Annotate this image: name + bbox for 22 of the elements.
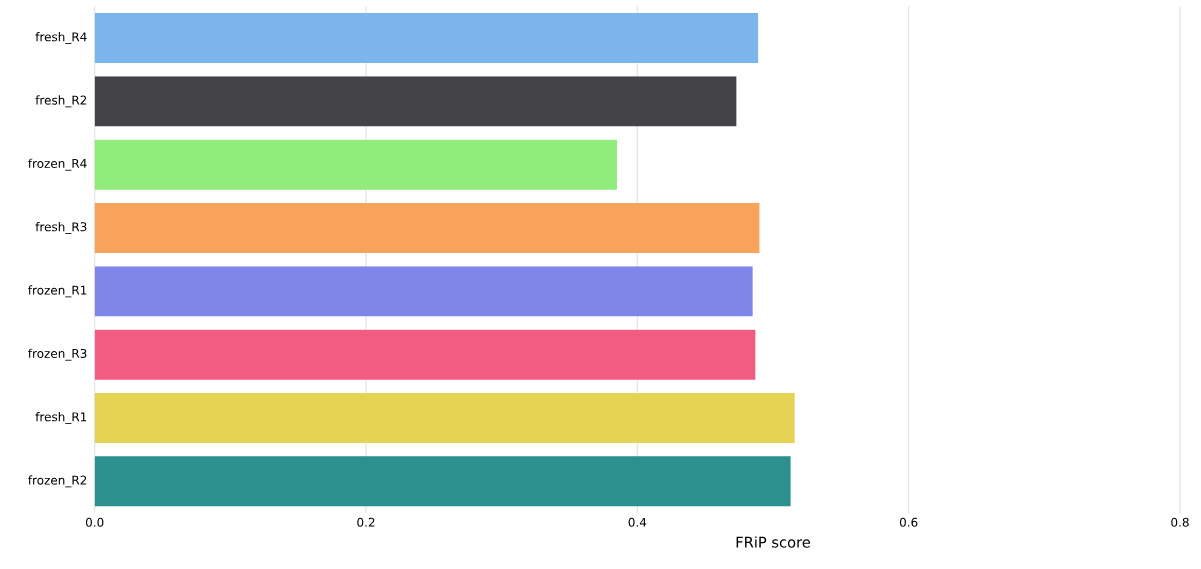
bar — [94, 329, 756, 380]
x-tick-label: 0.4 — [628, 517, 647, 527]
y-tick-label: fresh_R3 — [35, 222, 87, 234]
bar — [94, 456, 791, 507]
x-tick-label: 0.8 — [1171, 517, 1189, 527]
bar — [94, 266, 753, 317]
bar — [94, 76, 737, 127]
y-tick-label: fresh_R2 — [35, 95, 87, 108]
y-tick-label: frozen_R1 — [28, 285, 87, 298]
x-tick-label: 0.6 — [899, 517, 918, 527]
bar — [94, 203, 760, 254]
x-tick-label: 0.2 — [357, 517, 375, 527]
y-tick-label: fresh_R4 — [35, 32, 87, 44]
y-tick-label: fresh_R1 — [35, 412, 87, 424]
y-tick-label: frozen_R3 — [28, 348, 87, 361]
bar — [94, 393, 795, 444]
x-axis-title: FRiP score — [736, 536, 811, 548]
y-tick-label: frozen_R2 — [28, 475, 87, 488]
y-tick-label: frozen_R4 — [28, 158, 87, 171]
bar — [94, 139, 617, 190]
x-tick-label: 0.0 — [85, 517, 104, 527]
bar — [94, 13, 759, 64]
